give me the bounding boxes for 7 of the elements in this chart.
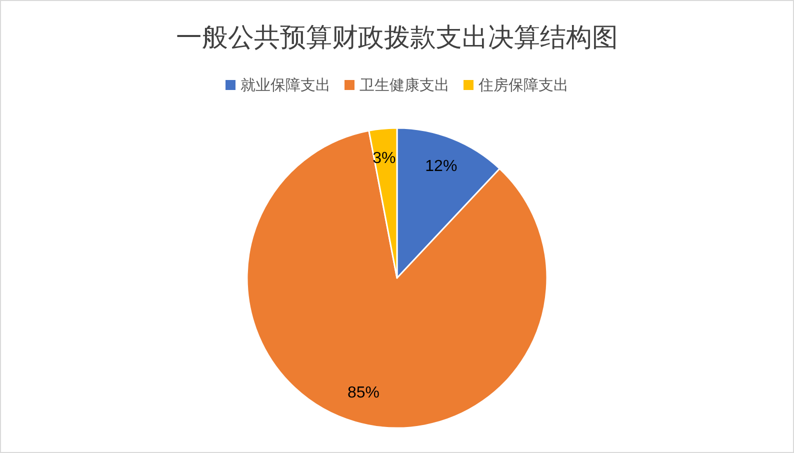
pie-slice (246, 130, 548, 429)
data-label: 12% (425, 158, 458, 175)
chart-title: 一般公共预算财政拨款支出决算结构图 (176, 23, 618, 53)
legend-label: 住房保障支出 (478, 76, 568, 94)
legend-label: 就业保障支出 (240, 76, 330, 94)
data-label: 85% (348, 384, 380, 402)
legend-label: 卫生健康支出 (360, 76, 450, 94)
